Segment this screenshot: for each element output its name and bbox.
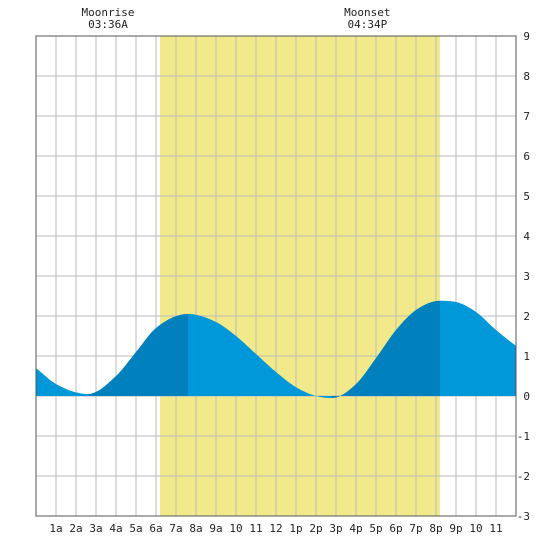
x-tick-label: 11 xyxy=(249,522,262,535)
y-tick-label: 8 xyxy=(523,70,530,83)
x-tick-label: 6a xyxy=(149,522,162,535)
tide-area-rising xyxy=(332,300,440,398)
x-tick-label: 12 xyxy=(269,522,282,535)
x-tick-label: 1p xyxy=(289,522,302,535)
y-tick-label: -3 xyxy=(517,510,530,523)
y-tick-label: 6 xyxy=(523,150,530,163)
y-tick-label: 0 xyxy=(523,390,530,403)
tide-area-falling xyxy=(36,368,88,396)
y-tick-label: 7 xyxy=(523,110,530,123)
x-tick-label: 7p xyxy=(409,522,422,535)
y-tick-label: 2 xyxy=(523,310,530,323)
x-tick-label: 10 xyxy=(469,522,482,535)
x-tick-label: 5a xyxy=(129,522,142,535)
x-tick-label: 8a xyxy=(189,522,202,535)
y-tick-label: -1 xyxy=(517,430,530,443)
y-tick-label: 4 xyxy=(523,230,530,243)
x-tick-label: 8p xyxy=(429,522,442,535)
moonset-time: 04:34P xyxy=(347,18,387,31)
y-tick-label: 3 xyxy=(523,270,530,283)
moonrise-time: 03:36A xyxy=(88,18,128,31)
x-tick-label: 7a xyxy=(169,522,182,535)
x-tick-label: 2a xyxy=(69,522,82,535)
x-tick-label: 4p xyxy=(349,522,362,535)
y-tick-label: -2 xyxy=(517,470,530,483)
y-tick-label: 9 xyxy=(523,30,530,43)
x-tick-label: 2p xyxy=(309,522,322,535)
x-tick-label: 3p xyxy=(329,522,342,535)
tide-area-falling xyxy=(188,314,332,398)
x-tick-label: 9a xyxy=(209,522,222,535)
x-tick-label: 5p xyxy=(369,522,382,535)
x-tick-label: 10 xyxy=(229,522,242,535)
y-tick-label: 5 xyxy=(523,190,530,203)
tide-area-rising xyxy=(88,314,188,396)
x-tick-label: 11 xyxy=(489,522,502,535)
moonset-label: Moonset xyxy=(344,6,390,19)
plot-frame xyxy=(35,35,517,517)
tide-area-falling xyxy=(440,300,516,396)
x-tick-label: 4a xyxy=(109,522,122,535)
moonrise-label: Moonrise xyxy=(82,6,135,19)
x-tick-label: 1a xyxy=(49,522,62,535)
x-tick-label: 6p xyxy=(389,522,402,535)
x-tick-label: 3a xyxy=(89,522,102,535)
y-tick-label: 1 xyxy=(523,350,530,363)
x-tick-label: 9p xyxy=(449,522,462,535)
